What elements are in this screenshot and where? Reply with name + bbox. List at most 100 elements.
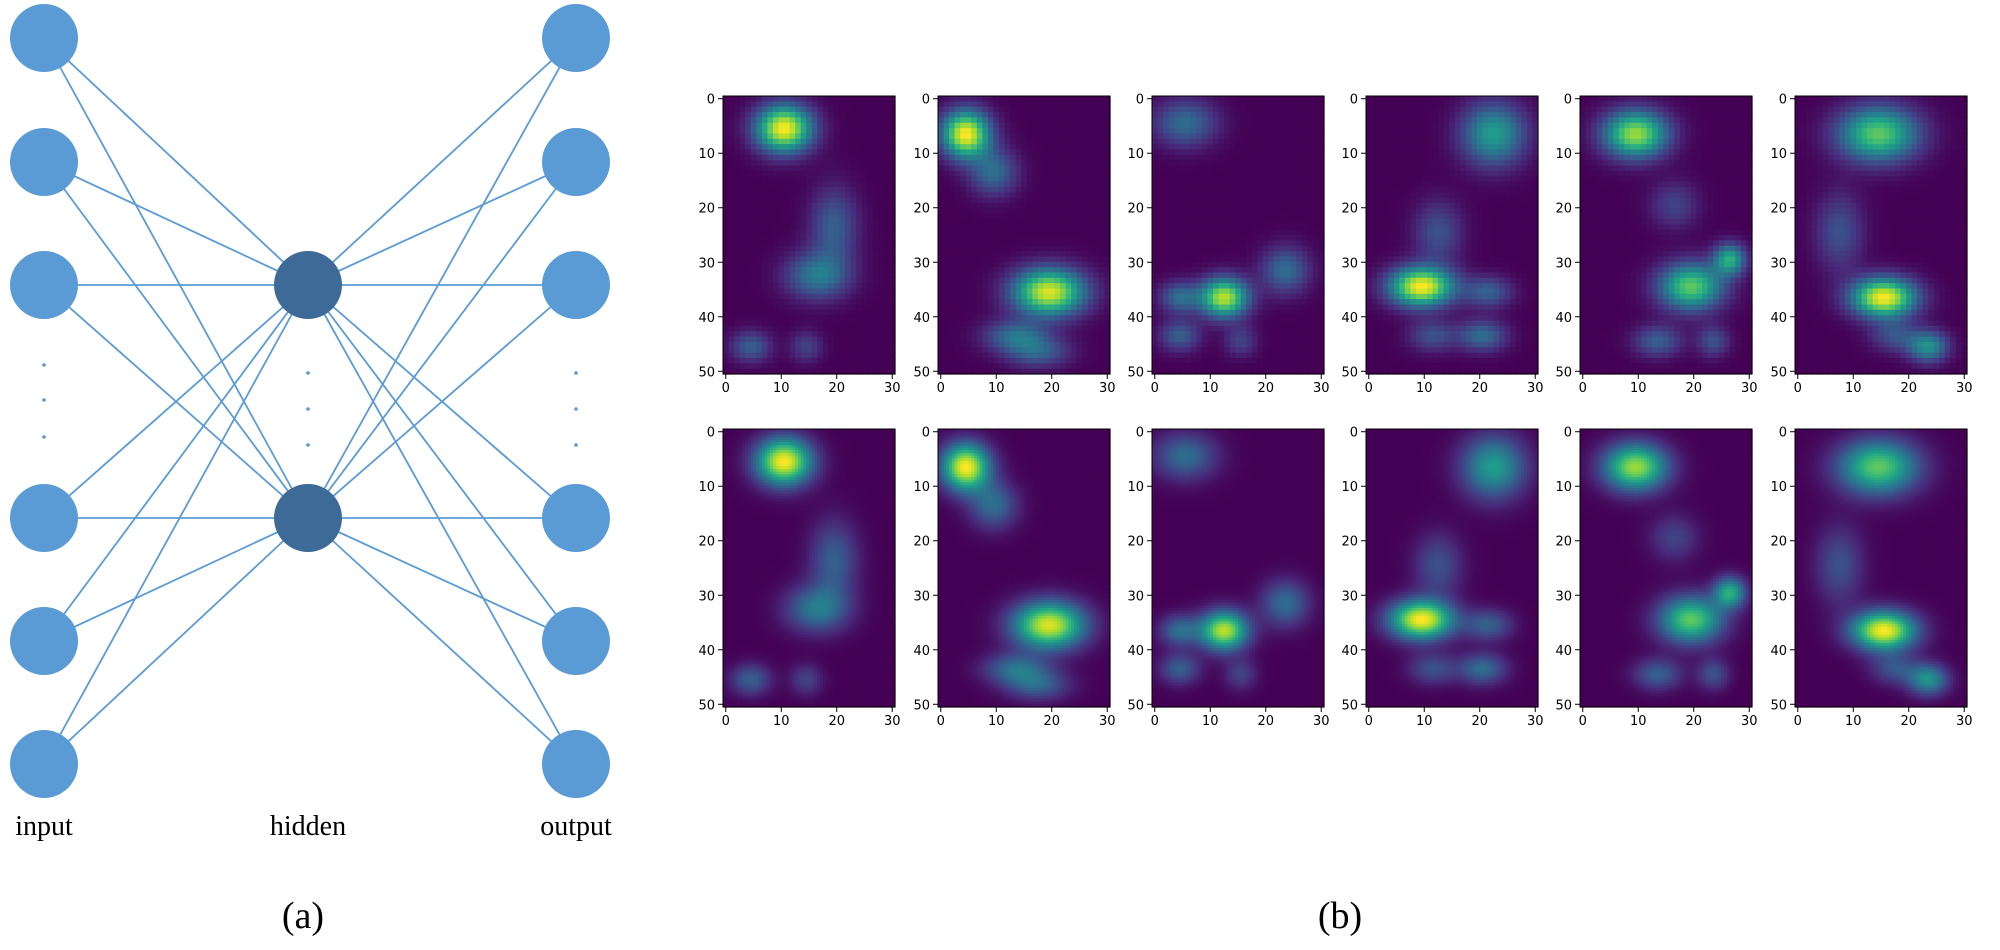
heatmap-cell bbox=[878, 326, 884, 332]
input-node bbox=[10, 4, 78, 72]
heatmap-cell bbox=[884, 326, 890, 332]
heatmap-cell bbox=[823, 363, 829, 369]
heatmap-cell bbox=[740, 299, 746, 305]
heatmap-cell bbox=[840, 149, 846, 155]
heatmap-cell bbox=[828, 315, 834, 321]
heatmap-cell bbox=[790, 288, 796, 294]
heatmap-cell bbox=[778, 155, 784, 161]
heatmap-cell bbox=[884, 230, 890, 236]
heatmap-cell bbox=[751, 331, 757, 337]
heatmap-cell bbox=[862, 267, 868, 273]
heatmap-cell bbox=[751, 139, 757, 145]
heatmap-cell bbox=[790, 267, 796, 273]
heatmap-cell bbox=[873, 224, 879, 230]
heatmap-cell bbox=[806, 139, 812, 145]
heatmap-cell bbox=[867, 149, 873, 155]
heatmap-cell bbox=[767, 182, 773, 188]
heatmap-cell bbox=[828, 107, 834, 113]
input-node bbox=[10, 128, 78, 196]
heatmap-cell bbox=[867, 267, 873, 273]
heatmap-cell bbox=[812, 203, 818, 209]
heatmap-cell bbox=[734, 240, 740, 246]
heatmap-cell bbox=[751, 267, 757, 273]
heatmap-cell bbox=[729, 342, 735, 348]
heatmap-cell bbox=[773, 283, 779, 289]
heatmap-cell bbox=[756, 117, 762, 123]
input-node bbox=[10, 251, 78, 319]
heatmap-cell bbox=[773, 305, 779, 311]
heatmap-cell bbox=[762, 182, 768, 188]
heatmap-cell bbox=[729, 363, 735, 369]
heatmap-cell bbox=[790, 246, 796, 252]
heatmap-cell bbox=[834, 101, 840, 107]
heatmap-cell bbox=[740, 176, 746, 182]
heatmap-cell bbox=[840, 96, 846, 102]
heatmap-cell bbox=[801, 144, 807, 150]
heatmap-cell bbox=[812, 267, 818, 273]
input-node bbox=[10, 484, 78, 552]
heatmap-cell bbox=[745, 337, 751, 343]
heatmap-cell bbox=[762, 251, 768, 257]
heatmap-cell bbox=[834, 160, 840, 166]
heatmap-cell bbox=[878, 187, 884, 193]
ellipsis-dot bbox=[42, 435, 46, 439]
heatmap-cell bbox=[856, 171, 862, 177]
heatmap-cell bbox=[767, 187, 773, 193]
heatmap-cell bbox=[790, 144, 796, 150]
heatmap-cell bbox=[845, 133, 851, 139]
heatmap-cell bbox=[762, 310, 768, 316]
heatmap-cell bbox=[856, 208, 862, 214]
heatmap-cell bbox=[840, 107, 846, 113]
heatmap-cell bbox=[729, 187, 735, 193]
heatmap-cell bbox=[740, 278, 746, 284]
heatmap-cell bbox=[790, 305, 796, 311]
heatmap-cell bbox=[878, 353, 884, 359]
heatmap-cell bbox=[884, 256, 890, 262]
heatmap-cell bbox=[795, 315, 801, 321]
heatmap-cell bbox=[756, 160, 762, 166]
ellipsis-dot bbox=[574, 371, 578, 375]
heatmap-cell bbox=[767, 101, 773, 107]
heatmap-cell bbox=[851, 123, 857, 129]
heatmap-cell bbox=[851, 262, 857, 268]
heatmap-cell bbox=[873, 358, 879, 364]
heatmap-cell bbox=[740, 262, 746, 268]
heatmap-cell bbox=[840, 219, 846, 225]
heatmap-cell bbox=[729, 240, 735, 246]
heatmap-cell bbox=[745, 331, 751, 337]
heatmap-cell bbox=[817, 219, 823, 225]
heatmap-cell bbox=[756, 294, 762, 300]
heatmap-cell bbox=[823, 171, 829, 177]
heatmap-cell bbox=[845, 315, 851, 321]
heatmap-cell bbox=[878, 123, 884, 129]
heatmap-cell bbox=[778, 294, 784, 300]
heatmap-cell bbox=[878, 139, 884, 145]
heatmap-cell bbox=[784, 230, 790, 236]
heatmap-cell bbox=[873, 246, 879, 252]
heatmap-cell bbox=[767, 315, 773, 321]
heatmap-cell bbox=[773, 310, 779, 316]
heatmap-cell bbox=[767, 128, 773, 134]
heatmap-cell bbox=[751, 321, 757, 327]
heatmap-cell bbox=[867, 283, 873, 289]
heatmap-cell bbox=[795, 219, 801, 225]
heatmap-cell bbox=[817, 144, 823, 150]
heatmap-cell bbox=[729, 155, 735, 161]
heatmap-cell bbox=[834, 272, 840, 278]
heatmap-cell bbox=[801, 160, 807, 166]
heatmap-cell bbox=[767, 358, 773, 364]
heatmap-cell bbox=[778, 117, 784, 123]
heatmap-cell bbox=[817, 198, 823, 204]
heatmap-cell bbox=[784, 192, 790, 198]
heatmap-cell bbox=[767, 96, 773, 102]
heatmap-cell bbox=[745, 256, 751, 262]
heatmap-cell bbox=[878, 203, 884, 209]
heatmap-cell bbox=[740, 246, 746, 252]
heatmap-cell bbox=[729, 235, 735, 241]
heatmap-cell bbox=[806, 347, 812, 353]
heatmap-cell bbox=[723, 203, 729, 209]
heatmap-cell bbox=[878, 310, 884, 316]
heatmap-cell bbox=[817, 294, 823, 300]
heatmap-cell bbox=[812, 363, 818, 369]
heatmap-cell bbox=[734, 272, 740, 278]
